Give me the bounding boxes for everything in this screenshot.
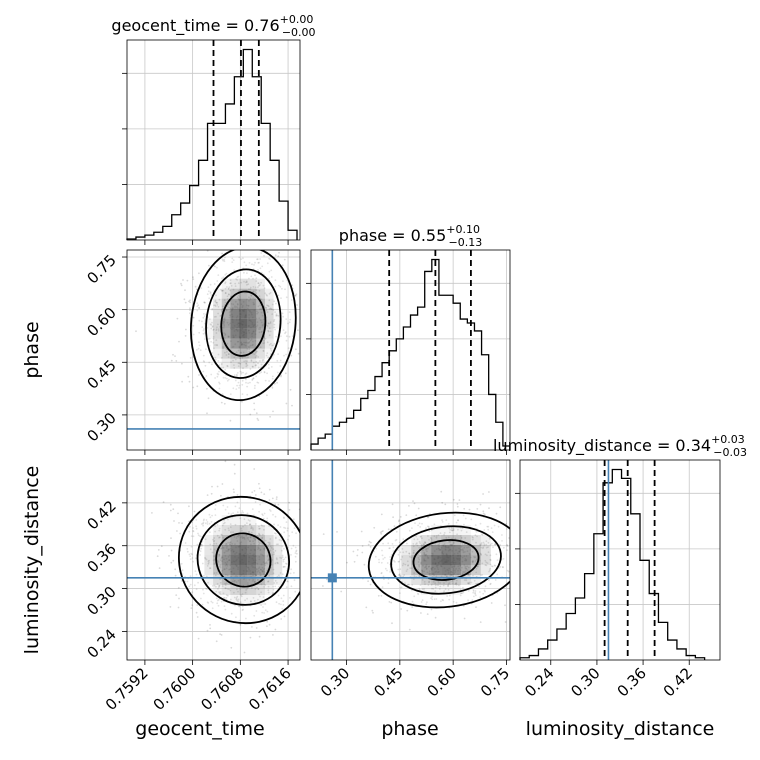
geocent_time-tick-label: 0.7608 (197, 664, 247, 714)
luminosity_distance-yticks: 0.24 0.30 0.36 0.42 (83, 497, 127, 662)
phase-tick-label: 0.60 (424, 664, 460, 700)
contour-0 (367, 511, 510, 609)
luminosity_distance-tick-label: 0.36 (614, 664, 650, 700)
luminosity_distance-histogram (519, 468, 706, 660)
xlabel-geocent-time: geocent_time (135, 718, 264, 740)
contour-2 (220, 290, 267, 357)
ylabel-luminosity-distance: luminosity_distance (21, 466, 43, 655)
joint-geocent_time-luminosity_distance (126, 459, 301, 661)
luminosity_distance-tick-label: 0.30 (567, 664, 603, 700)
geocent_time-luminosity_distance-frame (126, 459, 301, 661)
luminosity_distance-tick-label: 0.36 (83, 540, 119, 576)
marginal-luminosity_distance: luminosity_distance = 0.34+0.03 −0.03 (493, 433, 747, 661)
joint-geocent_time-phase (126, 249, 301, 451)
geocent_time-tick-label: 0.7616 (245, 664, 295, 714)
phase-tick-label: 0.75 (477, 664, 513, 700)
geocent_time-hist-grid (122, 40, 300, 240)
luminosity_distance-title: luminosity_distance = 0.34+0.03 −0.03 (493, 433, 747, 459)
phase-yticks: 0.30 0.45 0.60 0.75 (83, 251, 127, 445)
phase-tick-label: 0.45 (83, 356, 119, 392)
luminosity_distance-tick-label: 0.24 (521, 664, 557, 700)
xlabel-phase: phase (381, 718, 438, 740)
contour-1 (205, 268, 282, 379)
luminosity_distance-xticks: 0.24 0.30 0.36 0.42 (521, 660, 696, 700)
geocent_time-histogram (126, 48, 298, 240)
contour-1 (196, 514, 291, 606)
joint-phase-luminosity_distance (310, 459, 511, 661)
luminosity_distance-tick-label: 0.30 (83, 583, 119, 619)
phase-tick-label: 0.60 (83, 304, 119, 340)
phase-xticks (346, 450, 507, 455)
luminosity_distance-tick-label: 0.24 (83, 626, 119, 662)
luminosity_distance-tick-label: 0.42 (660, 664, 696, 700)
geocent_time-title: geocent_time = 0.76+0.00 −0.00 (111, 13, 315, 39)
truth-marker (327, 573, 337, 583)
phase-tick-label: 0.30 (317, 664, 353, 700)
luminosity_distance-hist-frame (519, 459, 721, 661)
phase-xticks: 0.30 0.45 0.60 0.75 (317, 660, 513, 700)
phase-hist-frame (310, 249, 511, 451)
phase-tick-label: 0.45 (370, 664, 406, 700)
phase-tick-label: 0.30 (83, 409, 119, 445)
phase-histogram (310, 258, 511, 450)
ylabel-phase: phase (21, 321, 43, 378)
geocent_time-xticks (144, 450, 289, 455)
contour-1 (390, 525, 502, 595)
phase-luminosity_distance-frame (310, 459, 511, 661)
geocent_time-tick-label: 0.7592 (102, 664, 152, 714)
marginal-geocent_time: geocent_time = 0.76+0.00 −0.00 (111, 13, 316, 241)
luminosity_distance-hist-grid (515, 460, 720, 660)
contour-0 (177, 495, 300, 625)
phase-title: phase = 0.55+0.10 −0.13 (339, 223, 482, 249)
contour-2 (412, 539, 480, 581)
contour-2 (215, 532, 272, 588)
axis-labels: geocent_time phase luminosity_distancephas… (21, 321, 714, 740)
geocent_time-phase-frame (126, 249, 301, 451)
phase-hist-grid (306, 250, 510, 450)
xlabel-luminosity-distance: luminosity_distance (526, 718, 715, 740)
marginal-phase: phase = 0.55+0.10 −0.13 (306, 223, 511, 451)
geocent_time-tick-label: 0.7600 (150, 664, 200, 714)
density-blocks (204, 515, 283, 605)
phase-tick-label: 0.75 (83, 251, 119, 287)
geocent_time-xticks (144, 240, 289, 245)
geocent_time-hist-frame (126, 39, 301, 241)
contour-0 (189, 250, 297, 402)
luminosity_distance-tick-label: 0.42 (83, 497, 119, 533)
